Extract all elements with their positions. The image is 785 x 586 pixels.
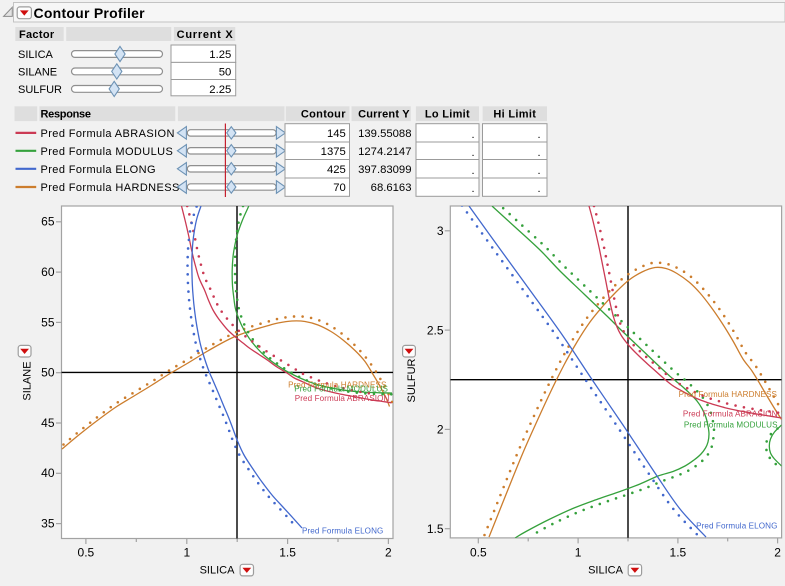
- svg-text:.: .: [471, 129, 474, 141]
- svg-text:2: 2: [437, 423, 444, 437]
- svg-text:1: 1: [183, 546, 190, 560]
- svg-text:65: 65: [41, 215, 55, 229]
- svg-text:139.55088: 139.55088: [358, 128, 411, 140]
- svg-text:1.5: 1.5: [279, 546, 296, 560]
- svg-text:Pred Formula ABRASION: Pred Formula ABRASION: [295, 394, 390, 403]
- svg-text:Pred Formula MODULUS: Pred Formula MODULUS: [41, 146, 174, 158]
- svg-text:Pred Formula ABRASION: Pred Formula ABRASION: [683, 410, 778, 419]
- svg-text:397.83099: 397.83099: [358, 164, 411, 176]
- svg-text:Pred Formula HARDNESS: Pred Formula HARDNESS: [288, 380, 387, 389]
- svg-text:1375: 1375: [321, 146, 346, 158]
- svg-text:1: 1: [575, 546, 582, 560]
- svg-text:SILANE: SILANE: [18, 66, 57, 78]
- svg-text:.: .: [537, 129, 540, 141]
- svg-text:145: 145: [327, 128, 346, 140]
- svg-text:.: .: [471, 147, 474, 159]
- svg-text:2.5: 2.5: [427, 323, 444, 337]
- svg-text:SILANE: SILANE: [22, 361, 34, 400]
- svg-text:Response: Response: [41, 108, 91, 120]
- svg-text:0.5: 0.5: [78, 546, 95, 560]
- svg-text:SILICA: SILICA: [588, 565, 624, 577]
- svg-text:2: 2: [774, 546, 781, 560]
- svg-text:Lo Limit: Lo Limit: [425, 108, 470, 120]
- svg-text:50: 50: [219, 66, 232, 78]
- svg-text:45: 45: [41, 416, 55, 430]
- svg-text:50: 50: [41, 366, 55, 380]
- svg-text:Contour: Contour: [301, 108, 346, 120]
- svg-text:SILICA: SILICA: [200, 565, 236, 577]
- svg-text:Contour Profiler: Contour Profiler: [34, 5, 146, 21]
- svg-text:Pred Formula ABRASION: Pred Formula ABRASION: [41, 128, 175, 140]
- svg-text:.: .: [537, 147, 540, 159]
- svg-text:Current Y: Current Y: [358, 108, 410, 120]
- svg-text:60: 60: [41, 265, 55, 279]
- svg-text:Pred Formula HARDNESS: Pred Formula HARDNESS: [679, 390, 778, 399]
- svg-text:2.25: 2.25: [209, 84, 231, 96]
- svg-text:SULFUR: SULFUR: [406, 358, 418, 402]
- svg-text:1.5: 1.5: [427, 522, 444, 536]
- svg-text:Pred Formula HARDNESS: Pred Formula HARDNESS: [41, 182, 180, 194]
- svg-text:1.25: 1.25: [209, 49, 231, 61]
- svg-text:SILICA: SILICA: [18, 49, 54, 61]
- svg-text:55: 55: [41, 315, 55, 329]
- svg-text:1.5: 1.5: [670, 546, 687, 560]
- svg-text:Current X: Current X: [177, 29, 234, 41]
- svg-text:2: 2: [385, 546, 392, 560]
- svg-text:Pred Formula MODULUS: Pred Formula MODULUS: [684, 421, 778, 430]
- svg-text:1274.2147: 1274.2147: [358, 146, 411, 158]
- svg-text:Pred Formula MODULUS: Pred Formula MODULUS: [294, 385, 388, 394]
- svg-text:68.6163: 68.6163: [371, 182, 412, 194]
- svg-text:425: 425: [327, 164, 346, 176]
- svg-text:Pred Formula ELONG: Pred Formula ELONG: [302, 527, 383, 536]
- svg-text:Hi Limit: Hi Limit: [493, 108, 536, 120]
- svg-text:3: 3: [437, 224, 444, 238]
- svg-text:70: 70: [333, 182, 346, 194]
- svg-text:.: .: [537, 165, 540, 177]
- svg-text:0.5: 0.5: [470, 546, 487, 560]
- svg-text:35: 35: [41, 517, 55, 531]
- svg-text:Pred Formula ELONG: Pred Formula ELONG: [41, 164, 156, 176]
- svg-text:.: .: [471, 183, 474, 195]
- svg-text:.: .: [471, 165, 474, 177]
- svg-text:40: 40: [41, 466, 55, 480]
- svg-text:.: .: [537, 183, 540, 195]
- svg-text:Factor: Factor: [19, 29, 55, 41]
- svg-text:Pred Formula ELONG: Pred Formula ELONG: [696, 521, 777, 530]
- svg-text:SULFUR: SULFUR: [18, 84, 62, 96]
